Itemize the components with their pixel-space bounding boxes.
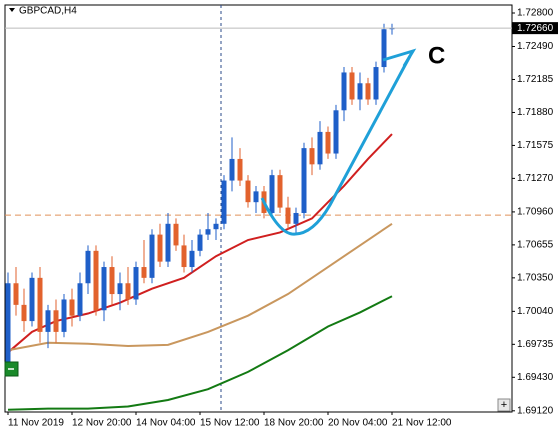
candle-body xyxy=(293,212,299,224)
candle-body xyxy=(341,72,347,111)
y-tick-label: 1.72800 xyxy=(517,8,554,19)
candle-body xyxy=(269,175,275,213)
candle-body xyxy=(277,175,283,208)
candle-body xyxy=(189,250,195,268)
y-tick-label: 1.71270 xyxy=(517,173,554,184)
y-tick-label: 1.70655 xyxy=(517,240,554,251)
candle-body xyxy=(285,207,291,224)
candle-body xyxy=(5,283,11,365)
moving-average xyxy=(7,222,393,352)
candle-body xyxy=(325,131,331,154)
candle-body xyxy=(77,283,83,316)
candle-body xyxy=(125,283,131,300)
zoom-button[interactable] xyxy=(497,398,511,412)
candle-body xyxy=(61,299,67,332)
y-tick-label: 1.70040 xyxy=(517,306,554,317)
x-tick-label: 20 Nov 04:00 xyxy=(328,418,388,429)
candle-body xyxy=(21,304,27,322)
y-tick-label: 1.70960 xyxy=(517,207,554,218)
y-tick-label: 1.69120 xyxy=(517,405,554,416)
candle-body xyxy=(317,131,323,165)
current-price-box xyxy=(512,22,558,35)
candle-body xyxy=(45,310,51,332)
candle-body xyxy=(229,158,235,181)
candle-body xyxy=(333,110,339,154)
candle-body xyxy=(173,223,179,246)
y-tick-label: 1.72490 xyxy=(517,41,554,52)
x-tick-label: 12 Nov 20:00 xyxy=(72,418,132,429)
moving-average xyxy=(7,295,393,411)
plot-frame xyxy=(4,4,513,413)
y-tick-label: 1.69735 xyxy=(517,339,554,350)
candle-body xyxy=(197,234,203,251)
menu-triangle[interactable] xyxy=(9,8,15,12)
candle-body xyxy=(357,83,363,100)
candle-body xyxy=(13,283,19,305)
candle-body xyxy=(141,267,147,278)
annotation-curve xyxy=(260,55,412,236)
chart-title: GBPCAD,H4 xyxy=(19,6,77,17)
candle-body xyxy=(93,250,99,311)
candle-body xyxy=(133,267,139,300)
candle-body xyxy=(301,148,307,213)
candle-body xyxy=(221,180,227,224)
candle-body xyxy=(365,83,371,100)
candle-body xyxy=(53,310,59,332)
candle-body xyxy=(213,223,219,230)
candle-body xyxy=(165,223,171,262)
y-tick-label: 1.70350 xyxy=(517,272,554,283)
candle-body xyxy=(205,229,211,235)
candle-body xyxy=(37,277,43,332)
candle-body xyxy=(389,28,395,30)
annotation-arrow xyxy=(382,48,417,67)
candle-body xyxy=(237,158,243,181)
candle-body xyxy=(117,283,123,295)
candle-body xyxy=(253,191,259,203)
candle-body xyxy=(109,267,115,295)
current-price-label: 1.72660 xyxy=(517,23,554,34)
x-tick-label: 11 Nov 2019 xyxy=(8,418,64,429)
x-tick-label: 14 Nov 04:00 xyxy=(136,418,196,429)
candle-body xyxy=(245,180,251,203)
candle-body xyxy=(149,234,155,278)
y-tick-label: 1.69430 xyxy=(517,372,554,383)
y-tick-label: 1.72185 xyxy=(517,74,554,85)
annotation-label: C xyxy=(428,42,445,69)
candle-body xyxy=(29,277,35,322)
candle-body xyxy=(101,267,107,311)
y-tick-label: 1.71880 xyxy=(517,107,554,118)
candle-body xyxy=(69,299,75,316)
x-tick-label: 15 Nov 12:00 xyxy=(200,418,260,429)
candle-body xyxy=(309,148,315,165)
candle-body xyxy=(157,234,163,262)
zoom-button-icon: + xyxy=(501,399,507,411)
x-tick-label: 18 Nov 20:00 xyxy=(264,418,324,429)
candle-body xyxy=(373,67,379,100)
candle-body xyxy=(349,72,355,100)
x-tick-label: 21 Nov 12:00 xyxy=(392,418,452,429)
y-tick-label: 1.71575 xyxy=(517,140,554,151)
candle-body xyxy=(381,29,387,68)
candle-body xyxy=(85,250,91,284)
candle-body xyxy=(181,245,187,268)
